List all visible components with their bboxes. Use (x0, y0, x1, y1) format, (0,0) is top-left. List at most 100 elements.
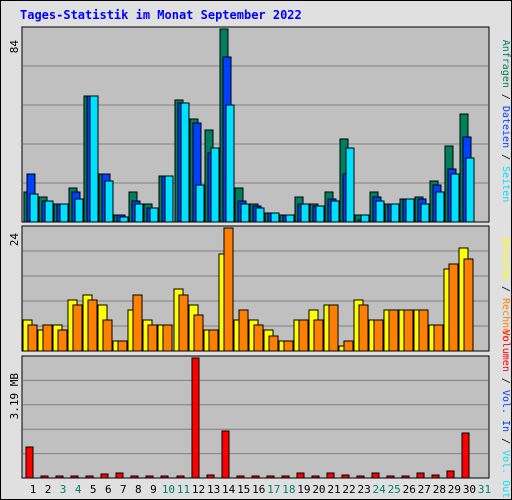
bar-seiten-day-16 (255, 207, 265, 223)
bar-seiten-day-4 (74, 198, 84, 223)
bar-seiten-day-9 (149, 207, 159, 223)
bar-seiten-day-22 (345, 147, 355, 223)
bar-rechner-day-12 (193, 314, 204, 352)
bar-rechner-day-8 (132, 294, 143, 352)
x-tick-label: 26 (403, 483, 416, 496)
bar-volumen-day-22 (341, 474, 350, 479)
bar-seiten-day-10 (164, 175, 174, 223)
bar-volumen-day-9 (145, 475, 154, 479)
bar-rechner-day-5 (87, 299, 98, 352)
bar-rechner-day-29 (448, 263, 459, 352)
x-tick-label: 5 (90, 483, 97, 496)
legend-separator: / (500, 280, 511, 298)
bar-seiten-day-7 (119, 216, 129, 223)
bar-rechner-day-26 (403, 309, 414, 352)
chart-title: Tages-Statistik im Monat September 2022 (20, 8, 302, 22)
bar-volumen-day-25 (386, 475, 395, 479)
legend-item: Rechner (500, 298, 511, 340)
bar-volumen-day-21 (326, 472, 335, 479)
bar-seiten-day-25 (390, 203, 400, 223)
bar-seiten-day-19 (300, 203, 310, 223)
bar-rechner-day-18 (283, 340, 294, 352)
x-tick-label: 9 (150, 483, 157, 496)
bar-rechner-day-9 (147, 324, 158, 352)
bar-rechner-day-19 (298, 319, 309, 352)
y-axis-max-label: 3.19 MB (8, 373, 21, 420)
bar-rechner-day-14 (223, 227, 234, 352)
bar-rechner-day-10 (162, 324, 173, 352)
legend-item: Vol. In (500, 390, 511, 432)
bar-seiten-day-29 (450, 173, 460, 223)
bar-rechner-day-16 (253, 324, 264, 352)
bar-volumen-day-7 (115, 472, 124, 479)
bar-volumen-day-13 (206, 474, 215, 479)
bar-volumen-day-4 (70, 475, 79, 479)
bar-volumen-day-6 (100, 473, 109, 479)
bar-volumen-day-18 (281, 475, 290, 479)
legend-item: Seiten (500, 166, 511, 202)
x-tick-label: 31 (478, 483, 491, 496)
x-tick-label: 27 (418, 483, 431, 496)
bar-seiten-day-28 (435, 191, 445, 223)
bar-volumen-day-5 (85, 475, 94, 479)
x-tick-label: 7 (120, 483, 127, 496)
bar-seiten-day-8 (134, 203, 144, 223)
bar-seiten-day-5 (89, 95, 99, 223)
legend-middle: Besuche / Rechner (500, 238, 511, 340)
bar-seiten-day-27 (420, 203, 430, 223)
bar-seiten-day-14 (225, 104, 235, 223)
x-tick-label: 30 (463, 483, 476, 496)
x-tick-label: 17 (267, 483, 280, 496)
x-tick-label: 21 (327, 483, 340, 496)
legend-bottom: Volumen / Vol. In / Vol. Out (500, 330, 511, 499)
x-tick-label: 6 (105, 483, 112, 496)
legend-separator: / (500, 372, 511, 390)
chart-panel-top: 84 Anfragen / Dateien / Seiten (8, 26, 511, 223)
bar-rechner-day-4 (72, 304, 83, 352)
bar-volumen-day-12 (191, 357, 200, 479)
bar-seiten-day-11 (180, 102, 190, 223)
bar-seiten-day-2 (44, 200, 54, 223)
x-axis-labels: 1 2 3 4 5 6 7 8 9 10 11 12 13 14 15 16 17 18 19 20 21 22 23 24 2… (30, 483, 491, 496)
bar-volumen-day-3 (55, 475, 64, 479)
chart-panel-middle: 24 Besuche / Rechner (8, 225, 511, 352)
x-tick-label: 19 (297, 483, 310, 496)
panel-background (21, 355, 490, 479)
bar-volumen-day-17 (266, 475, 275, 479)
bar-volumen-day-1 (25, 446, 34, 479)
legend-item: Vol. Out (500, 450, 511, 498)
x-tick-label: 22 (342, 483, 355, 496)
x-tick-label: 3 (60, 483, 67, 496)
x-tick-label: 13 (207, 483, 220, 496)
y-axis-max-label: 24 (8, 233, 21, 247)
x-tick-label: 20 (312, 483, 325, 496)
bar-seiten-day-17 (270, 212, 280, 223)
legend-separator: / (500, 432, 511, 450)
x-tick-label: 16 (252, 483, 265, 496)
legend-item: Volumen (500, 330, 511, 372)
bar-rechner-day-25 (388, 309, 399, 352)
bar-volumen-day-11 (176, 475, 185, 479)
x-tick-label: 18 (282, 483, 295, 496)
bar-seiten-day-24 (375, 200, 385, 223)
bar-rechner-day-15 (238, 309, 249, 352)
bar-volumen-day-29 (446, 470, 455, 479)
legend-item: Anfragen (500, 40, 511, 88)
y-axis-max-label: 84 (8, 40, 21, 54)
bar-rechner-day-17 (268, 335, 279, 352)
x-tick-label: 4 (75, 483, 82, 496)
bar-volumen-day-30 (461, 432, 470, 479)
bar-seiten-day-12 (195, 184, 205, 223)
bar-rechner-day-27 (418, 309, 429, 352)
bar-seiten-day-23 (360, 214, 370, 223)
legend-item: Dateien (500, 106, 511, 148)
bar-seiten-day-15 (240, 203, 250, 223)
legend-separator: / (500, 88, 511, 106)
x-tick-label: 11 (177, 483, 190, 496)
bar-seiten-day-13 (210, 147, 220, 223)
x-tick-label: 15 (237, 483, 250, 496)
bar-rechner-day-7 (117, 340, 128, 352)
x-tick-label: 1 (30, 483, 37, 496)
bar-rechner-day-3 (57, 329, 68, 352)
